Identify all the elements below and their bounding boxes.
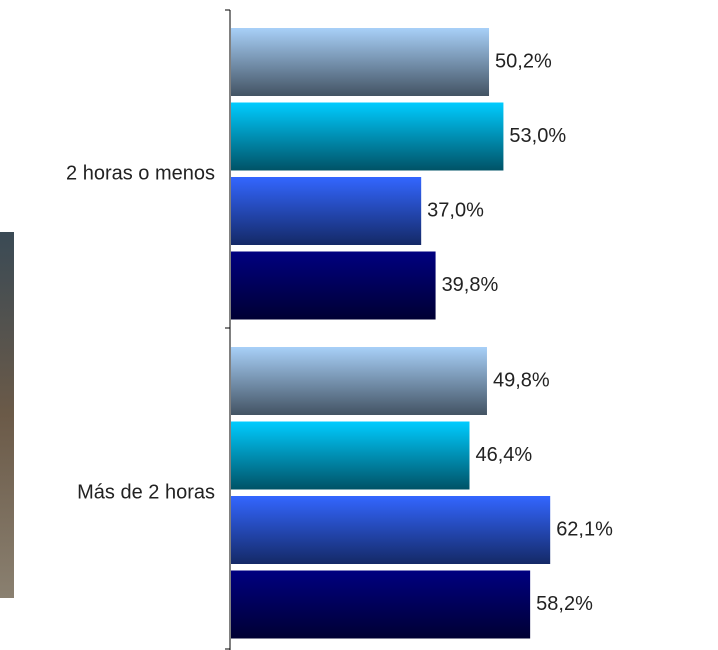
photo-fragment bbox=[0, 232, 14, 598]
bar bbox=[231, 422, 469, 490]
value-label: 39,8% bbox=[442, 274, 499, 296]
value-label: 62,1% bbox=[556, 518, 613, 540]
bar bbox=[231, 571, 530, 639]
bar bbox=[231, 28, 489, 96]
value-label: 46,4% bbox=[475, 444, 532, 466]
bar bbox=[231, 177, 421, 245]
bar bbox=[231, 347, 487, 415]
value-label: 53,0% bbox=[509, 125, 566, 147]
bar bbox=[231, 496, 550, 564]
value-label: 50,2% bbox=[495, 50, 552, 72]
bar bbox=[231, 103, 503, 171]
chart: 2 horas o menos 50,2% 53,0% 37,0% 39,8% Más d… bbox=[0, 0, 718, 650]
bar bbox=[231, 252, 436, 320]
value-label: 49,8% bbox=[493, 369, 550, 391]
category-label: 2 horas o menos bbox=[66, 162, 215, 184]
category-label: Más de 2 horas bbox=[77, 481, 215, 503]
value-label: 37,0% bbox=[427, 199, 484, 221]
value-label: 58,2% bbox=[536, 593, 593, 615]
